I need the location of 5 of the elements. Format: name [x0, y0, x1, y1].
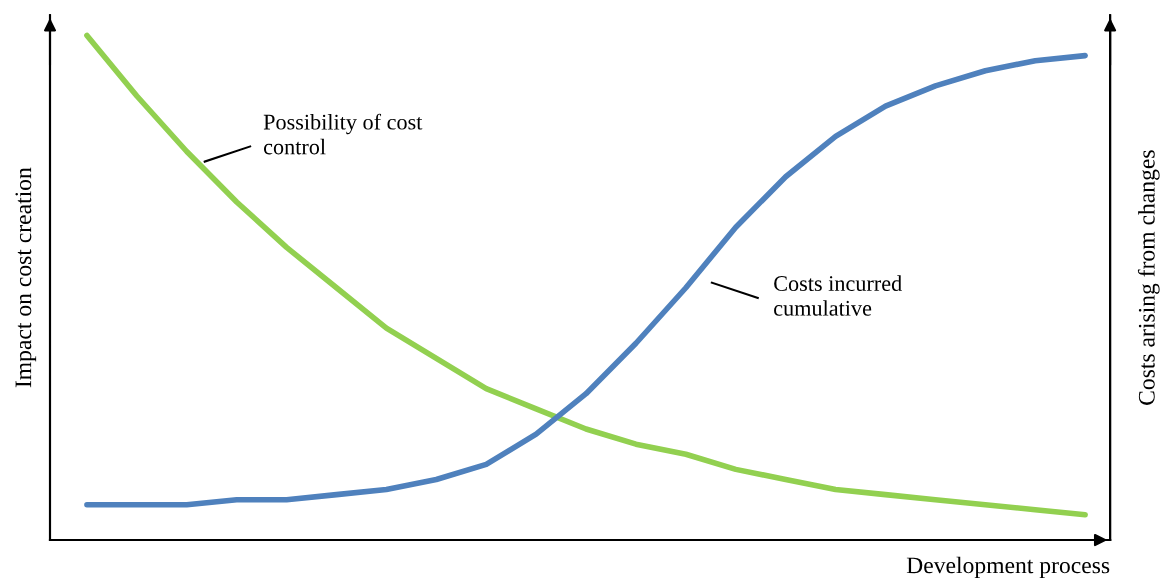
text: Possibility of cost control	[263, 113, 423, 155]
y-axis-title: Impact on cost creation	[15, 167, 37, 388]
text: Costs incurred cumulative	[774, 275, 902, 316]
x-axis-title: Development process	[906, 556, 1110, 579]
y2-axis-title: Costs arising from changes	[1137, 150, 1160, 405]
